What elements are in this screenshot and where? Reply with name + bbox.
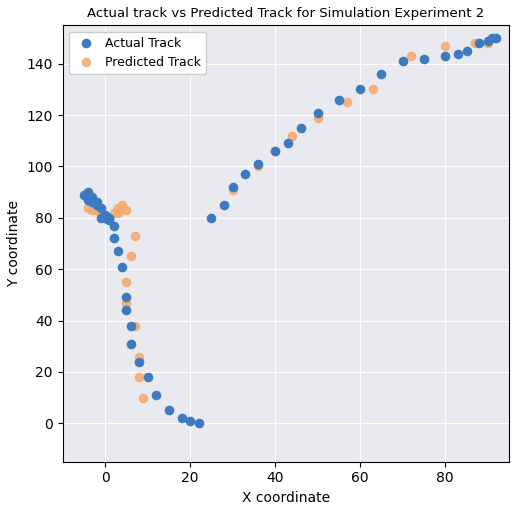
Predicted Track <box>88 206 96 214</box>
Predicted Track <box>101 214 109 222</box>
Actual Track <box>80 190 88 199</box>
Actual Track <box>84 188 92 196</box>
Actual Track <box>207 214 216 222</box>
Actual Track <box>105 217 114 225</box>
Actual Track <box>483 36 492 45</box>
Actual Track <box>92 201 101 209</box>
Actual Track <box>335 96 343 104</box>
Actual Track <box>186 417 195 425</box>
Actual Track <box>122 306 131 314</box>
Predicted Track <box>105 214 114 222</box>
Y-axis label: Y coordinate: Y coordinate <box>7 200 21 287</box>
Predicted Track <box>122 298 131 307</box>
Actual Track <box>195 419 203 428</box>
Predicted Track <box>131 322 139 330</box>
Actual Track <box>109 222 118 230</box>
Actual Track <box>441 52 449 60</box>
Predicted Track <box>135 352 143 360</box>
Actual Track <box>284 139 292 147</box>
Predicted Track <box>369 86 377 94</box>
Predicted Track <box>229 185 237 194</box>
Actual Track <box>105 214 114 222</box>
Actual Track <box>377 70 385 78</box>
Actual Track <box>297 124 305 132</box>
Predicted Track <box>471 39 479 47</box>
Actual Track <box>126 339 135 348</box>
Predicted Track <box>343 98 351 106</box>
Actual Track <box>143 373 152 381</box>
Actual Track <box>314 109 322 117</box>
Predicted Track <box>96 211 105 219</box>
Actual Track <box>241 170 250 178</box>
Actual Track <box>88 198 96 206</box>
Actual Track <box>114 247 122 255</box>
Actual Track <box>92 198 101 206</box>
Predicted Track <box>118 203 126 211</box>
Actual Track <box>271 147 279 155</box>
Actual Track <box>165 407 173 415</box>
Actual Track <box>492 34 501 42</box>
Actual Track <box>118 263 126 271</box>
Predicted Track <box>118 201 126 209</box>
Predicted Track <box>441 41 449 50</box>
Predicted Track <box>122 278 131 286</box>
Actual Track <box>96 214 105 222</box>
Predicted Track <box>131 232 139 240</box>
Actual Track <box>88 193 96 201</box>
Actual Track <box>101 214 109 222</box>
Actual Track <box>96 203 105 211</box>
Predicted Track <box>254 162 262 170</box>
Actual Track <box>84 196 92 204</box>
X-axis label: X coordinate: X coordinate <box>242 491 330 505</box>
Actual Track <box>178 414 186 422</box>
Actual Track <box>399 57 407 66</box>
Predicted Track <box>92 206 101 214</box>
Predicted Track <box>114 208 122 217</box>
Predicted Track <box>122 206 131 214</box>
Actual Track <box>462 47 471 55</box>
Predicted Track <box>135 373 143 381</box>
Actual Track <box>122 293 131 302</box>
Actual Track <box>135 357 143 366</box>
Legend: Actual Track, Predicted Track: Actual Track, Predicted Track <box>69 32 206 74</box>
Predicted Track <box>139 394 148 402</box>
Actual Track <box>475 39 483 47</box>
Predicted Track <box>109 208 118 217</box>
Actual Track <box>109 234 118 243</box>
Predicted Track <box>126 252 135 261</box>
Actual Track <box>101 211 109 219</box>
Actual Track <box>454 50 462 58</box>
Actual Track <box>220 201 228 209</box>
Actual Track <box>126 322 135 330</box>
Predicted Track <box>314 114 322 122</box>
Predicted Track <box>288 132 296 140</box>
Actual Track <box>229 183 237 191</box>
Actual Track <box>254 160 262 168</box>
Predicted Track <box>407 52 415 60</box>
Actual Track <box>420 55 428 63</box>
Predicted Track <box>271 147 279 155</box>
Predicted Track <box>84 203 92 211</box>
Actual Track <box>152 391 160 399</box>
Predicted Track <box>114 203 122 211</box>
Title: Actual track vs Predicted Track for Simulation Experiment 2: Actual track vs Predicted Track for Simu… <box>87 7 485 20</box>
Actual Track <box>488 34 496 42</box>
Actual Track <box>356 86 364 94</box>
Predicted Track <box>483 39 492 47</box>
